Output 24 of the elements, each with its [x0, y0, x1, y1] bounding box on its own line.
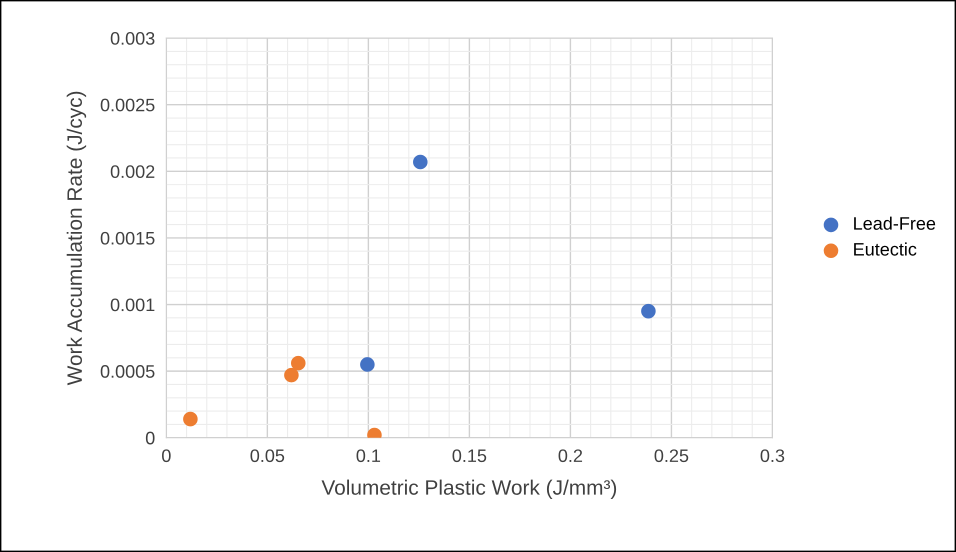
x-tick-label: 0.2	[558, 449, 582, 462]
x-tick-label: 0.25	[654, 449, 688, 462]
x-tick-label: 0.05	[250, 449, 284, 462]
x-tick-label: 0	[162, 449, 171, 462]
point	[413, 154, 428, 170]
point	[641, 304, 656, 318]
y-tick-label: 0.0015	[100, 232, 154, 245]
x-axis-title: Volumetric Plastic Work (J/mm³)	[322, 480, 616, 499]
legend-label: Lead-Free	[854, 216, 936, 230]
y-tick-label: 0.002	[110, 165, 154, 178]
x-tick-label: 0.3	[760, 449, 784, 462]
legend-label: Eutectic	[854, 242, 916, 256]
x-tick-label: 0.1	[356, 449, 380, 462]
y-axis-title: Work Accumulation Rate (J/cyc)	[66, 92, 86, 386]
x-tick-label: 0.15	[452, 449, 486, 462]
y-tick-label: 0.001	[110, 298, 154, 312]
point	[183, 412, 198, 426]
point	[360, 357, 375, 372]
y-tick-label: 0.0005	[100, 365, 154, 378]
point	[284, 368, 299, 382]
y-tick-label: 0.003	[110, 32, 154, 45]
point	[290, 356, 306, 370]
y-tick-label: 0.0025	[100, 98, 154, 112]
y-tick-label: 0	[146, 432, 155, 444]
